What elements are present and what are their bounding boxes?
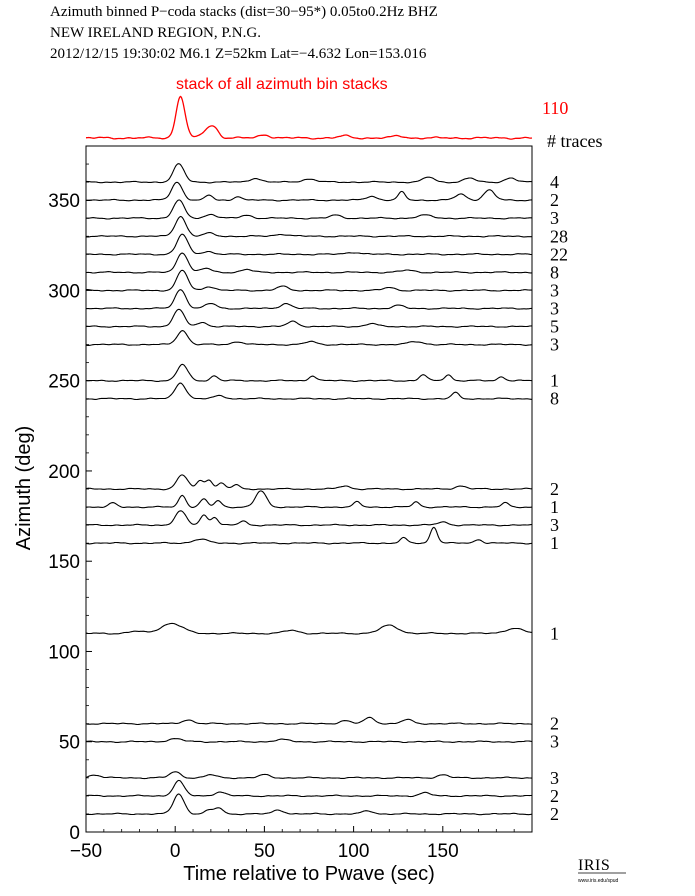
trace-line [85,716,533,726]
trace-line [86,382,533,401]
y-tick-label: 350 [48,191,80,212]
trace-line [85,622,533,635]
trace-count-label: 8 [550,389,559,409]
header-line-3: 2012/12/15 19:30:02 M6.1 Z=52km Lat=−4.6… [50,46,427,62]
x-axis-ticks: −50 0 50 100 150 [70,826,515,862]
trace-line [85,308,532,328]
trace-line [85,510,533,527]
trace-count-label: 8 [550,262,559,282]
traces-count-header: # traces [547,131,602,151]
y-tick-label: 300 [48,281,80,302]
summary-stack-line [85,95,533,140]
trace-count-label: 2 [550,714,559,734]
iris-logo-text: IRIS [578,857,610,874]
trace-line [85,779,533,798]
trace-stack [85,163,533,816]
trace-count-label: 3 [550,515,559,535]
trace-line [86,163,533,184]
trace-line [85,363,533,383]
summary-stack-count: 110 [542,98,568,118]
trace-line [86,215,532,238]
trace-line [86,526,533,545]
trace-count-label: 2 [550,190,559,210]
x-tick-label: 50 [254,841,275,862]
trace-line [85,330,532,346]
y-axis-ticks: 0 50 100 150 200 250 300 350 [48,163,92,844]
trace-count-label: 3 [550,208,559,228]
header-line-2: NEW IRELAND REGION, P.N.G. [50,25,261,41]
trace-count-label: 22 [550,244,568,264]
trace-count-label: 3 [550,768,559,788]
trace-count-label: 3 [550,335,559,355]
trace-count-label: 1 [550,533,559,553]
y-tick-label: 100 [48,642,80,663]
x-tick-label: 0 [170,841,181,862]
trace-line [86,233,533,256]
trace-count-label: 3 [550,732,559,752]
trace-count-label: 1 [550,497,559,517]
header-line-1: Azimuth binned P−coda stacks (dist=30−95… [50,4,438,20]
y-tick-label: 200 [48,462,80,483]
trace-count-label: 2 [550,804,559,824]
trace-count-label: 2 [550,786,559,806]
y-tick-label: 250 [48,372,80,393]
trace-line [86,738,533,744]
y-tick-label: 150 [48,552,80,573]
trace-count-label: 2 [550,479,559,499]
x-tick-label: 100 [338,841,370,862]
trace-line [85,252,532,274]
x-tick-label: −50 [70,841,102,862]
trace-count-label: 4 [550,172,559,192]
trace-count-label: 3 [550,280,559,300]
y-tick-label: 50 [59,733,80,754]
trace-line [85,771,532,780]
trace-line [85,199,533,220]
trace-line [85,269,532,292]
x-axis-label: Time relative to Pwave (sec) [183,863,435,885]
trace-count-label: 5 [550,317,559,337]
trace-line [85,474,532,491]
trace-count-label: 1 [550,623,559,643]
trace-line [86,793,533,816]
trace-line [85,490,533,509]
trace-count-label: 1 [550,371,559,391]
trace-count-label: 3 [550,298,559,318]
trace-line [86,181,532,202]
summary-stack-label: stack of all azimuth bin stacks [176,76,388,93]
trace-count-label: 28 [550,226,568,246]
iris-logo-subtext: www.iris.edu/spud [578,878,619,884]
trace-line [85,289,533,310]
x-tick-label: 150 [427,841,459,862]
y-tick-label: 0 [69,823,80,844]
y-axis-label: Azimuth (deg) [13,426,35,551]
